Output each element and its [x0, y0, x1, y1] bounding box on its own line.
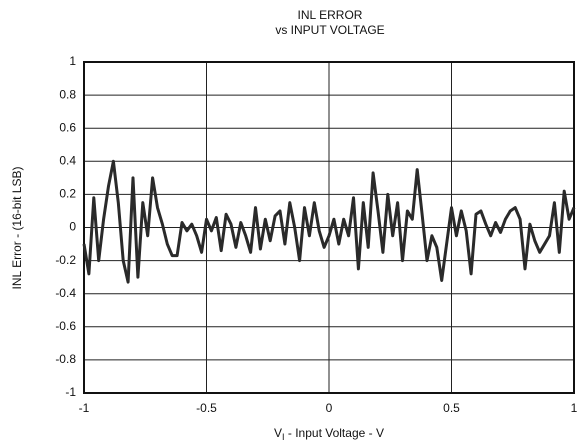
y-axis-label: INL Error - (16-bit LSB) [10, 167, 24, 290]
y-tick-label: 0 [69, 220, 76, 234]
data-line [82, 159, 576, 284]
y-tick-label: -0.4 [55, 286, 76, 300]
x-tick-label: 1 [571, 401, 578, 415]
y-tick-label: 0.8 [59, 87, 76, 101]
y-tick-label: 0.6 [59, 120, 76, 134]
x-tick-label: 0 [326, 401, 333, 415]
y-tick-label: -1 [65, 385, 76, 399]
x-label-sub: I [282, 432, 285, 442]
chart-title: INL ERROR [298, 8, 363, 22]
x-axis-label: VI - Input Voltage - V [274, 426, 384, 442]
y-tick-label: 0.2 [59, 187, 76, 201]
x-tick-label: -1 [79, 401, 90, 415]
y-tick-label: -0.2 [55, 253, 76, 267]
plot-frame [83, 61, 575, 394]
y-tick-label: -0.6 [55, 319, 76, 333]
x-label-rest: - Input Voltage - V [285, 426, 384, 440]
x-tick-label: -0.5 [196, 401, 217, 415]
x-label-main: V [274, 426, 282, 440]
y-tick-label: 0.4 [59, 153, 76, 167]
y-tick-label: 1 [69, 54, 76, 68]
y-tick-label: -0.8 [55, 352, 76, 366]
x-tick-label: 0.5 [443, 401, 460, 415]
chart-subtitle: vs INPUT VOLTAGE [275, 23, 384, 37]
